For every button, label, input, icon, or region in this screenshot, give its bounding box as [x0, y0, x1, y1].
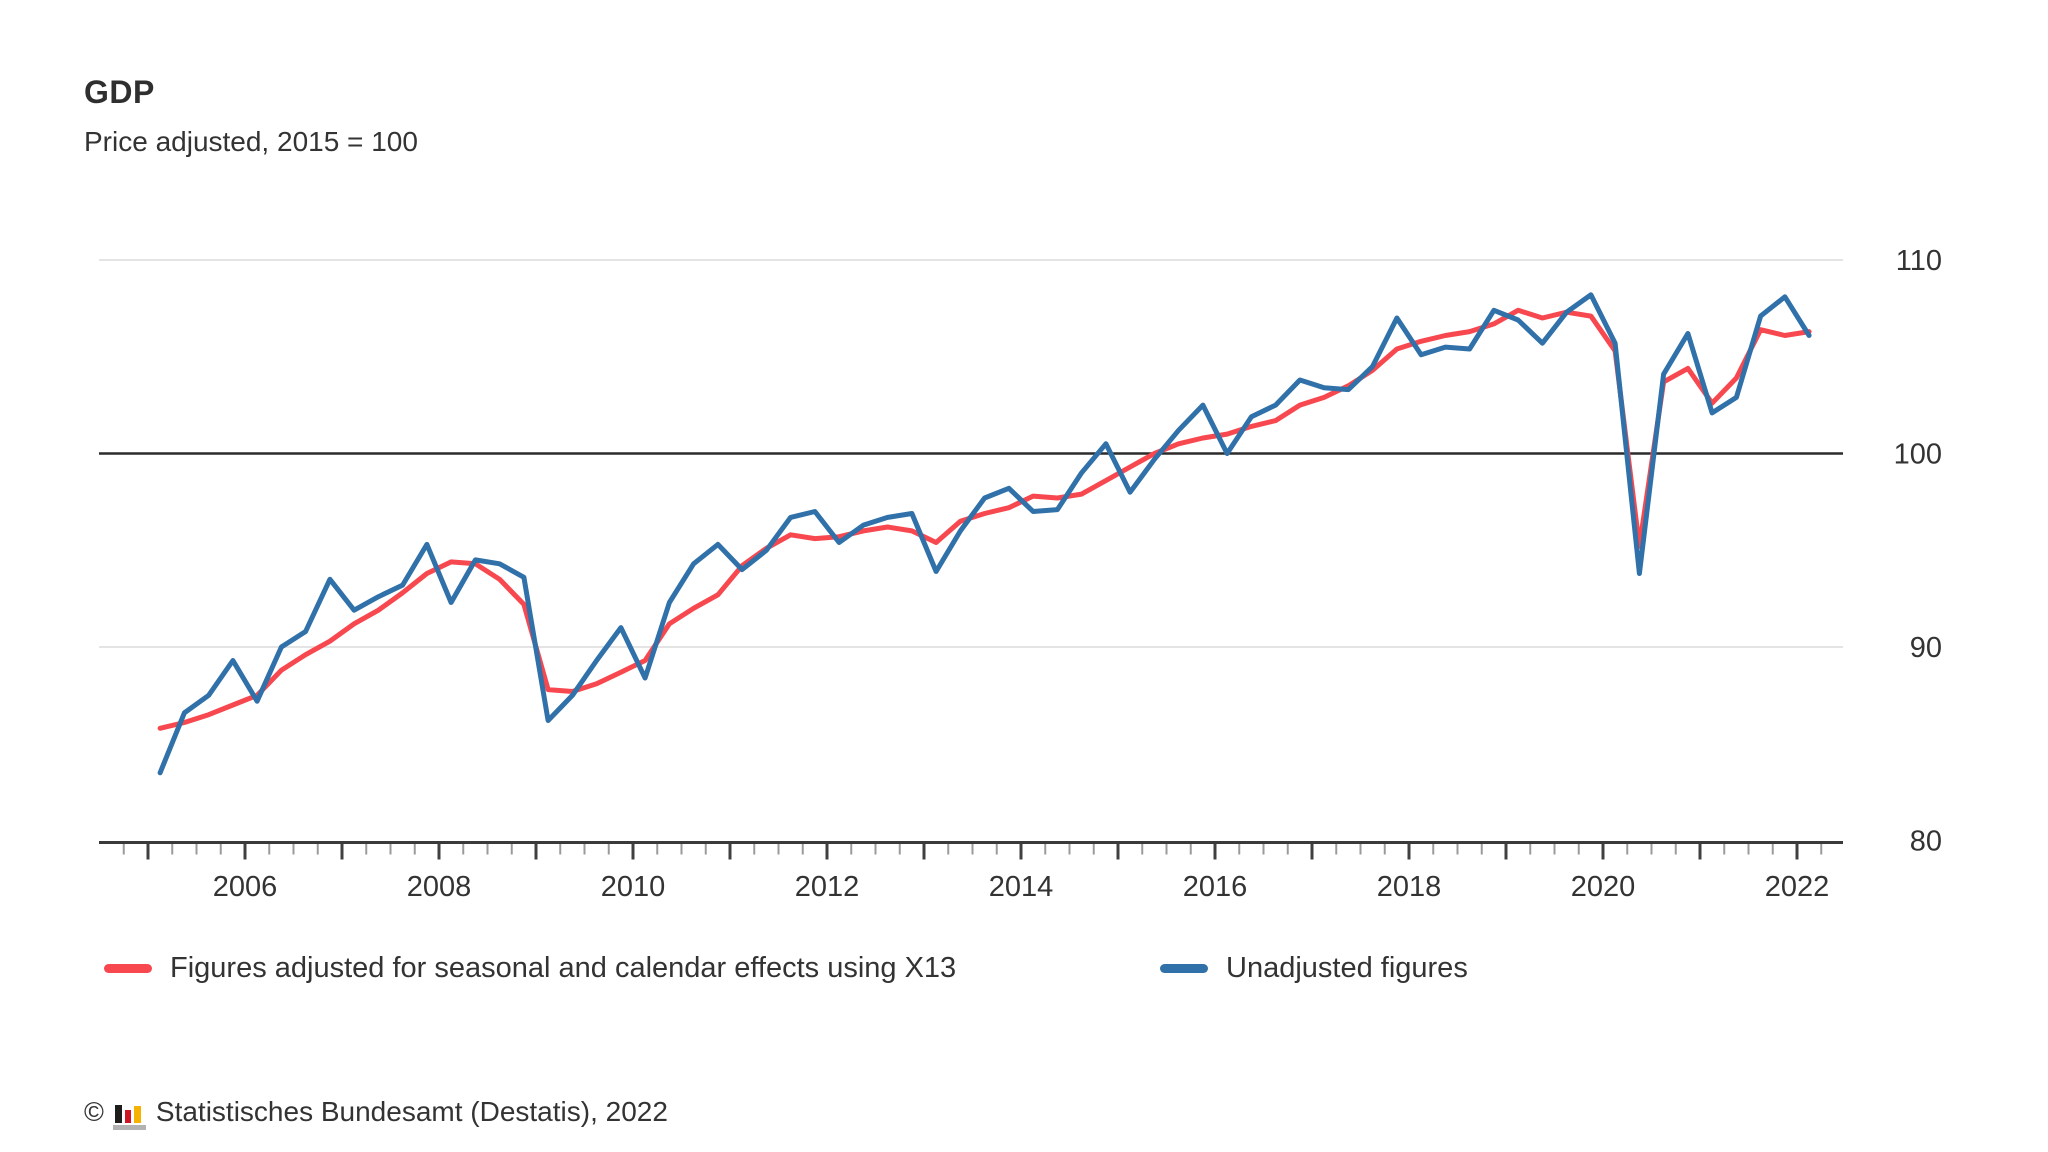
- chart-legend: Figures adjusted for seasonal and calend…: [0, 948, 2048, 988]
- y-axis-label-110: 110: [1896, 245, 1942, 277]
- logo-bar-red: [124, 1110, 131, 1123]
- y-axis-label-90: 90: [1910, 632, 1942, 664]
- legend-item-unadjusted: Unadjusted figures: [1160, 948, 1468, 988]
- logo-base-bar: [112, 1125, 146, 1130]
- y-axis-label-100: 100: [1894, 439, 1942, 471]
- x-axis-label-2020: 2020: [1571, 871, 1636, 903]
- x-axis-label-2022: 2022: [1765, 871, 1830, 903]
- x-axis-label-2012: 2012: [795, 871, 860, 903]
- source-text: Statistisches Bundesamt (Destatis), 2022: [155, 1096, 668, 1127]
- x-axis-label-2010: 2010: [601, 871, 666, 903]
- x-axis-label-2018: 2018: [1377, 871, 1442, 903]
- y-axis-label-80: 80: [1910, 826, 1942, 858]
- logo-bar-black: [114, 1105, 122, 1123]
- unadjusted-series-line: [157, 292, 1812, 776]
- destatis-logo-icon: [112, 1091, 147, 1133]
- chart-subtitle: Price adjusted, 2015 = 100: [84, 126, 418, 157]
- x-axis-label-2016: 2016: [1183, 871, 1248, 903]
- source-attribution: © Statistisches Bundesamt (Destatis), 20…: [84, 1090, 668, 1134]
- adjusted-series-swatch-icon: [104, 963, 152, 973]
- legend-label-unadjusted: Unadjusted figures: [1226, 951, 1468, 984]
- legend-label-adjusted: Figures adjusted for seasonal and calend…: [170, 951, 957, 984]
- chart-title: GDP: [84, 74, 155, 110]
- unadjusted-series-swatch-icon: [1160, 963, 1208, 973]
- logo-bar-gold: [133, 1106, 141, 1123]
- adjusted-series-line: [157, 307, 1812, 731]
- legend-item-adjusted: Figures adjusted for seasonal and calend…: [104, 948, 956, 988]
- copyright-symbol: ©: [84, 1096, 104, 1127]
- x-axis-label-2014: 2014: [989, 871, 1054, 903]
- x-axis-label-2006: 2006: [213, 871, 278, 903]
- x-axis-label-2008: 2008: [407, 871, 472, 903]
